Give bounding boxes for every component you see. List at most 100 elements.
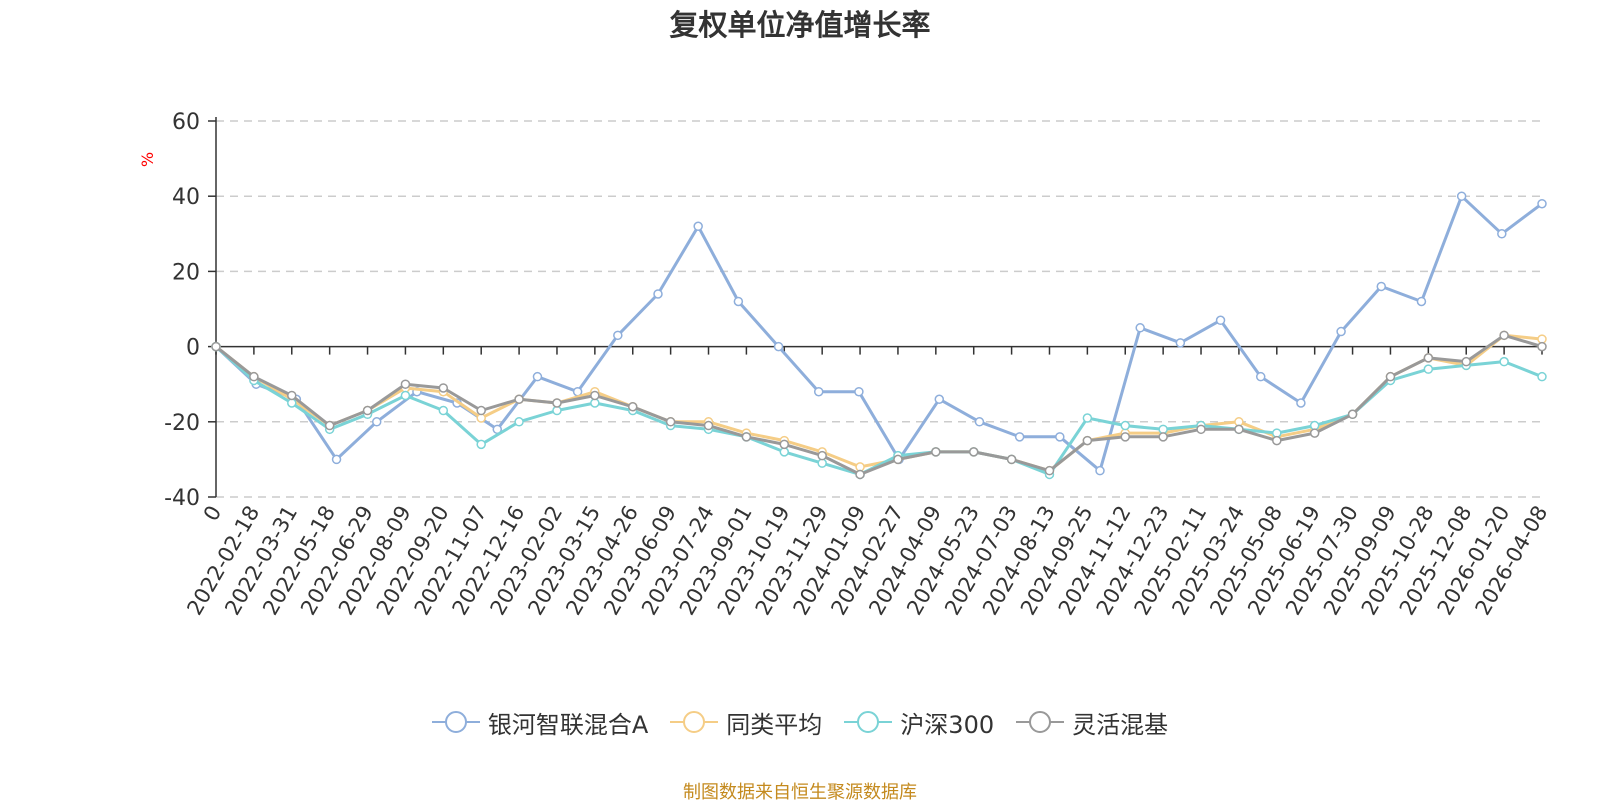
axes <box>215 117 1542 497</box>
data-point <box>1095 465 1105 476</box>
data-point <box>1423 364 1434 374</box>
data-point <box>438 405 449 416</box>
data-point <box>934 394 945 404</box>
data-point <box>1234 424 1244 435</box>
x-tick-label: 0 <box>199 502 226 526</box>
legend-item-flexible-mixed[interactable]: 灵活混基 <box>1016 705 1168 740</box>
data-point <box>613 330 623 341</box>
data-point <box>627 402 638 412</box>
legend-marker-icon <box>844 711 893 733</box>
data-point <box>1296 398 1306 408</box>
legend-label: 银河智联混合A <box>487 710 649 739</box>
series-line-1 <box>215 333 1543 473</box>
y-axis-ticks: -40 -20 0 20 40 60 <box>164 110 216 511</box>
data-point <box>741 432 752 442</box>
data-point <box>1416 296 1427 307</box>
x-axis-ticks: 02022-02-182022-03-312022-05-182022-06-2… <box>182 346 1552 619</box>
data-point <box>1537 341 1547 352</box>
grid-lines <box>216 120 1542 498</box>
data-point <box>854 386 864 397</box>
data-point <box>1120 432 1131 442</box>
data-point <box>1309 428 1320 438</box>
data-point <box>1456 191 1467 201</box>
y-tick-label: -20 <box>164 411 200 436</box>
data-point <box>249 371 259 382</box>
series-line-3 <box>215 333 1543 476</box>
data-point <box>968 447 979 457</box>
data-point <box>514 417 524 427</box>
data-point <box>1423 353 1434 363</box>
data-point <box>552 398 562 408</box>
data-point <box>362 405 373 416</box>
legend-label: 沪深300 <box>900 710 995 739</box>
data-point <box>438 383 449 393</box>
y-tick-label: 20 <box>172 260 200 285</box>
data-point <box>1336 326 1346 337</box>
data-point <box>693 221 703 232</box>
data-point <box>813 386 824 397</box>
data-point <box>211 341 221 352</box>
data-point <box>476 439 486 450</box>
data-point <box>653 289 663 299</box>
data-point <box>1082 435 1093 446</box>
data-point <box>1006 454 1017 465</box>
data-point <box>324 420 335 431</box>
y-axis-unit: % <box>138 151 158 168</box>
data-point <box>331 454 342 465</box>
data-point <box>1055 432 1065 442</box>
data-point <box>703 420 714 431</box>
legend-item-fund[interactable]: 银河智联混合A <box>431 705 649 740</box>
legend: 银河智联混合A 同类平均 沪深300 灵活混基 <box>0 700 1600 744</box>
data-point <box>1135 323 1145 333</box>
data-point <box>893 454 903 465</box>
data-point <box>1196 424 1206 435</box>
source-note: 制图数据来自恒生聚源数据库 <box>683 782 917 803</box>
data-point <box>817 450 827 461</box>
data-point <box>733 296 744 307</box>
y-tick-label: 40 <box>172 185 200 210</box>
legend-marker-icon <box>670 711 719 733</box>
data-point <box>1120 420 1131 431</box>
data-point <box>1376 281 1387 292</box>
data-point <box>590 390 600 401</box>
series-line-0 <box>214 194 1543 473</box>
data-point <box>1499 356 1509 367</box>
data-point <box>1272 435 1282 446</box>
data-point <box>1215 315 1226 326</box>
data-point <box>514 394 524 404</box>
data-point <box>400 379 411 389</box>
data-point <box>1537 198 1547 209</box>
y-tick-label: -40 <box>164 486 200 511</box>
data-point <box>371 417 382 427</box>
legend-item-csi300[interactable]: 沪深300 <box>844 705 994 740</box>
legend-marker-icon <box>431 711 480 733</box>
data-point <box>400 390 411 401</box>
data-point <box>974 417 985 427</box>
y-tick-label: 0 <box>186 336 200 361</box>
data-point <box>1537 371 1547 382</box>
y-tick-label: 60 <box>172 110 200 135</box>
data-point <box>773 341 784 352</box>
data-point <box>931 447 941 457</box>
data-point <box>1175 338 1186 348</box>
legend-label: 同类平均 <box>726 710 823 739</box>
legend-label: 灵活混基 <box>1072 710 1169 739</box>
chart-title: 复权单位净值增长率 <box>669 8 931 42</box>
data-point <box>1497 229 1507 239</box>
data-point <box>1158 432 1168 442</box>
data-point <box>1014 432 1025 442</box>
data-point <box>1082 413 1093 423</box>
data-point <box>287 390 297 401</box>
data-point <box>665 417 676 427</box>
data-point <box>476 405 486 416</box>
data-point <box>1499 330 1509 341</box>
data-point <box>1347 409 1358 420</box>
legend-marker-icon <box>1016 711 1065 733</box>
data-point <box>1044 465 1055 476</box>
series-line-2 <box>215 345 1543 476</box>
data-point <box>1461 356 1471 367</box>
legend-item-peer-average[interactable]: 同类平均 <box>670 705 822 740</box>
data-point <box>779 439 790 450</box>
data-point <box>855 469 865 480</box>
